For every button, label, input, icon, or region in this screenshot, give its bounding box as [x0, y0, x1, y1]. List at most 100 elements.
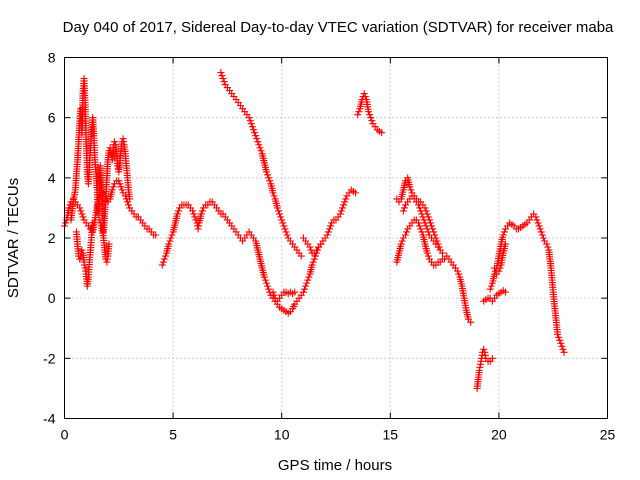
- data-point: [560, 348, 568, 356]
- data-point: [302, 282, 310, 290]
- series-track-l: [399, 192, 442, 251]
- series-track-g: [269, 288, 299, 305]
- series-track-e: [158, 186, 360, 317]
- data-point: [76, 204, 84, 212]
- data-point: [352, 189, 360, 197]
- tick-labels: 0 5 10 15 20 25 -4 -2 0 2 4 6 8: [43, 50, 615, 443]
- data-point: [398, 237, 406, 245]
- data-point: [319, 237, 327, 245]
- data-point: [337, 207, 345, 215]
- data-point: [327, 222, 335, 230]
- data-point: [420, 216, 428, 224]
- data-point: [325, 225, 333, 233]
- data-point: [487, 282, 495, 290]
- series-track-o: [486, 210, 568, 356]
- data-point: [248, 123, 256, 131]
- data-point: [454, 267, 462, 275]
- data-markers: [61, 69, 568, 392]
- x-tick-label: 0: [61, 427, 69, 443]
- data-point: [257, 147, 265, 155]
- data-point: [269, 288, 277, 296]
- data-point: [535, 222, 543, 230]
- data-point: [189, 207, 197, 215]
- data-point: [95, 216, 103, 224]
- data-point: [556, 336, 564, 344]
- data-point: [198, 207, 206, 215]
- data-point: [467, 318, 475, 326]
- data-point: [78, 246, 86, 254]
- data-point: [277, 213, 285, 221]
- data-point: [500, 228, 508, 236]
- data-point: [264, 171, 272, 179]
- series-track-d: [95, 216, 113, 266]
- data-point: [402, 231, 410, 239]
- data-point: [368, 117, 376, 125]
- data-point: [311, 252, 319, 260]
- data-point: [265, 174, 273, 182]
- data-point: [309, 258, 317, 266]
- data-point: [423, 249, 431, 257]
- data-point: [495, 267, 503, 275]
- series-track-b: [67, 75, 134, 236]
- data-point: [197, 210, 205, 218]
- data-point: [299, 288, 307, 296]
- data-point: [281, 225, 289, 233]
- data-point: [262, 168, 270, 176]
- data-point: [254, 138, 262, 146]
- data-point: [416, 222, 424, 230]
- y-tick-label: -2: [43, 350, 56, 366]
- series-track-c: [72, 219, 97, 290]
- data-point: [297, 252, 305, 260]
- data-point: [324, 228, 332, 236]
- plot-frame: [64, 57, 608, 419]
- data-point: [251, 129, 259, 137]
- data-point: [354, 111, 362, 119]
- data-point: [424, 228, 432, 236]
- data-point: [65, 204, 73, 212]
- data-point: [262, 279, 270, 287]
- data-point: [305, 273, 313, 281]
- data-point: [499, 231, 507, 239]
- data-point: [270, 291, 278, 299]
- grid-lines: [64, 57, 608, 419]
- data-point: [397, 240, 405, 248]
- data-point: [266, 177, 274, 185]
- data-point: [537, 228, 545, 236]
- data-point: [165, 240, 173, 248]
- data-point: [421, 219, 429, 227]
- data-point: [166, 237, 174, 245]
- data-point: [406, 183, 414, 191]
- data-point: [367, 114, 375, 122]
- data-point: [455, 270, 463, 278]
- data-point: [76, 255, 84, 263]
- y-tick-label: 8: [48, 50, 56, 66]
- data-point: [361, 93, 369, 101]
- data-point: [77, 207, 85, 215]
- data-point: [341, 198, 349, 206]
- data-point: [276, 210, 284, 218]
- data-point: [306, 243, 314, 251]
- data-point: [247, 120, 255, 128]
- data-point: [270, 192, 278, 200]
- data-point: [260, 273, 268, 281]
- data-point: [274, 207, 282, 215]
- series-track-j: [393, 216, 475, 326]
- data-point: [496, 264, 504, 272]
- data-point: [532, 213, 540, 221]
- data-point: [245, 114, 253, 122]
- y-tick-label: -4: [43, 411, 56, 427]
- data-point: [423, 225, 431, 233]
- data-point: [108, 186, 116, 194]
- series-track-p: [491, 240, 509, 278]
- data-point: [261, 276, 269, 284]
- data-point: [416, 204, 424, 212]
- data-point: [291, 288, 299, 296]
- data-point: [279, 219, 287, 227]
- data-point: [192, 216, 200, 224]
- data-point: [339, 204, 347, 212]
- data-point: [280, 222, 288, 230]
- data-point: [160, 255, 168, 263]
- data-point: [78, 210, 86, 218]
- data-point: [559, 345, 567, 353]
- data-point: [536, 225, 544, 233]
